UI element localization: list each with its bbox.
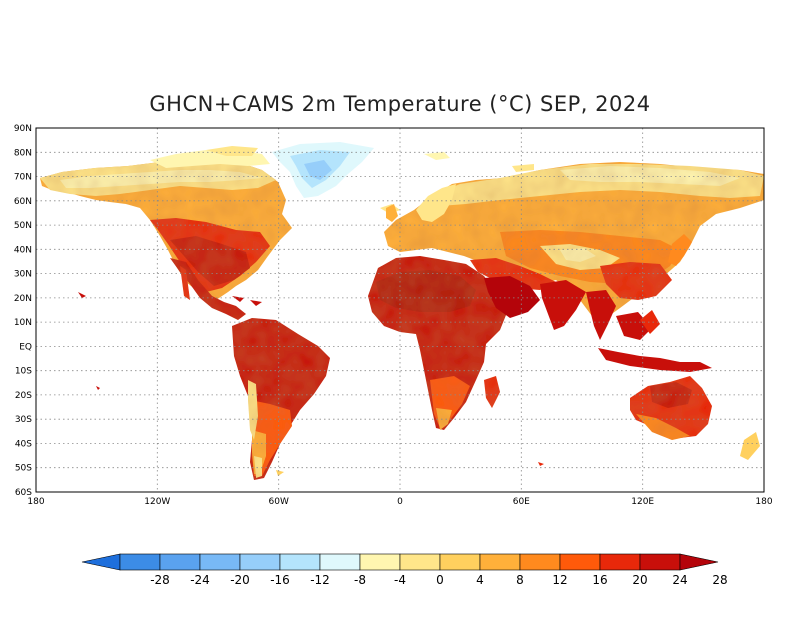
south-america — [232, 318, 330, 480]
colorbar-segment — [399, 553, 441, 571]
lat-label: 20N — [14, 294, 32, 304]
colorbar-tick-label: -20 — [230, 573, 250, 587]
colorbar-arrow-right — [679, 553, 719, 571]
colorbar-tick-label: 20 — [632, 573, 647, 587]
colorbar-segment — [279, 553, 321, 571]
colorbar-tick-label: -8 — [354, 573, 366, 587]
colorbar-tick-label: 8 — [516, 573, 524, 587]
colorbar-tick-label: 16 — [592, 573, 607, 587]
colorbar-segment — [319, 553, 361, 571]
colorbar-tick-label: -12 — [310, 573, 330, 587]
colorbar-segment — [439, 553, 481, 571]
new-zealand — [740, 432, 760, 460]
colorbar-tick-label: 24 — [672, 573, 687, 587]
lat-label: 40S — [15, 440, 32, 450]
colorbar-segment — [239, 553, 281, 571]
lat-label: 80N — [14, 148, 32, 158]
colorbar-tick-label: 4 — [476, 573, 484, 587]
map-title: GHCN+CAMS 2m Temperature (°C) SEP, 2024 — [149, 92, 651, 116]
lon-label: 0 — [397, 497, 403, 507]
lat-label: 50S — [15, 464, 32, 474]
colorbar-tick-label: -4 — [394, 573, 406, 587]
lat-label: 70N — [14, 173, 32, 183]
colorbar-tick-label: 28 — [712, 573, 727, 587]
southeast-asia — [586, 290, 712, 372]
lat-label: 40N — [14, 245, 32, 255]
colorbar-arrow-left — [81, 553, 121, 571]
colorbar: -28 -24 -20 -16 -12 -8 -4 0 4 8 12 16 20 24 28 — [81, 553, 728, 587]
lat-label: EQ — [19, 342, 32, 352]
lat-label: 90N — [14, 124, 32, 134]
colorbar-tick-label: 0 — [436, 573, 444, 587]
lat-label: 60N — [14, 197, 32, 207]
map-border — [35, 127, 765, 493]
lat-label: 30N — [14, 270, 32, 280]
colorbar-segment — [479, 553, 521, 571]
colorbar-segment — [119, 553, 161, 571]
colorbar-segment — [199, 553, 241, 571]
lat-label: 10S — [15, 367, 32, 377]
lat-label: 30S — [15, 415, 32, 425]
colorbar-tick-label: -28 — [150, 573, 170, 587]
arabia — [484, 276, 540, 318]
scandinavia — [386, 184, 456, 222]
lat-label: 60S — [15, 488, 32, 498]
colorbar-segment — [359, 553, 401, 571]
lon-label: 60E — [513, 497, 530, 507]
colorbar-segment — [599, 553, 641, 571]
lon-label: 120E — [631, 497, 654, 507]
africa — [368, 256, 508, 430]
colorbar-segment — [559, 553, 601, 571]
lon-label: 120W — [144, 497, 170, 507]
india — [540, 280, 586, 330]
longitude-labels: 180 120W 60W 0 60E 120E 180 — [27, 497, 772, 507]
lat-label: 50N — [14, 221, 32, 231]
colorbar-tick-label: -24 — [190, 573, 210, 587]
lat-label: 10N — [14, 318, 32, 328]
greenland — [272, 142, 374, 198]
colorbar-segment — [159, 553, 201, 571]
lon-label: 180 — [27, 497, 44, 507]
japan — [668, 234, 692, 266]
colorbar-tick-label: -16 — [270, 573, 290, 587]
lon-label: 60W — [269, 497, 289, 507]
arctic-archipelago — [150, 146, 270, 168]
colorbar-tick-label: 12 — [552, 573, 567, 587]
latitude-labels: 90N 80N 70N 60N 50N 40N 30N 20N 10N EQ 1… — [14, 124, 32, 498]
colorbar-segment — [519, 553, 561, 571]
colorbar-segment — [639, 553, 681, 571]
lat-label: 20S — [15, 391, 32, 401]
lon-label: 180 — [755, 497, 772, 507]
